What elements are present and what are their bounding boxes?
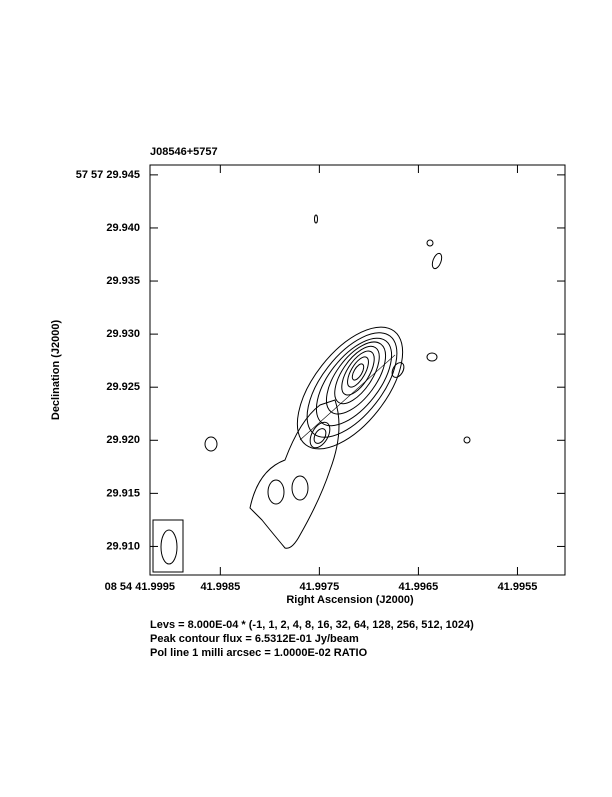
- note: Levs = 8.000E-04 * (-1, 1, 2, 4, 8, 16, …: [150, 619, 474, 631]
- x-tick-label: 08 54 41.9995: [105, 581, 175, 593]
- beam: [160, 529, 178, 565]
- y-tick-label: 29.920: [106, 434, 140, 446]
- y-axis-label: Declination (J2000): [50, 320, 62, 421]
- y-tick-label: 57 57 29.945: [76, 169, 140, 181]
- y-tick-label: 29.930: [106, 328, 140, 340]
- x-tick-label: 41.9985: [200, 581, 240, 593]
- contours: [204, 214, 471, 549]
- y-tick-label: 29.940: [106, 222, 140, 234]
- note: Pol line 1 milli arcsec = 1.0000E-02 RAT…: [150, 647, 368, 659]
- x-tick-label: 41.9955: [498, 581, 538, 593]
- chart-title: J08546+5757: [150, 146, 218, 158]
- x-tick-label: 41.9965: [399, 581, 439, 593]
- note: Peak contour flux = 6.5312E-01 Jy/beam: [150, 633, 359, 645]
- x-tick-label: 41.9975: [299, 581, 339, 593]
- x-axis-label: Right Ascension (J2000): [286, 594, 414, 606]
- y-tick-label: 29.915: [106, 487, 140, 499]
- y-tick-label: 29.935: [106, 275, 140, 287]
- y-tick-label: 29.925: [106, 381, 140, 393]
- plot-frame: [149, 164, 566, 576]
- y-tick-label: 29.910: [106, 540, 140, 552]
